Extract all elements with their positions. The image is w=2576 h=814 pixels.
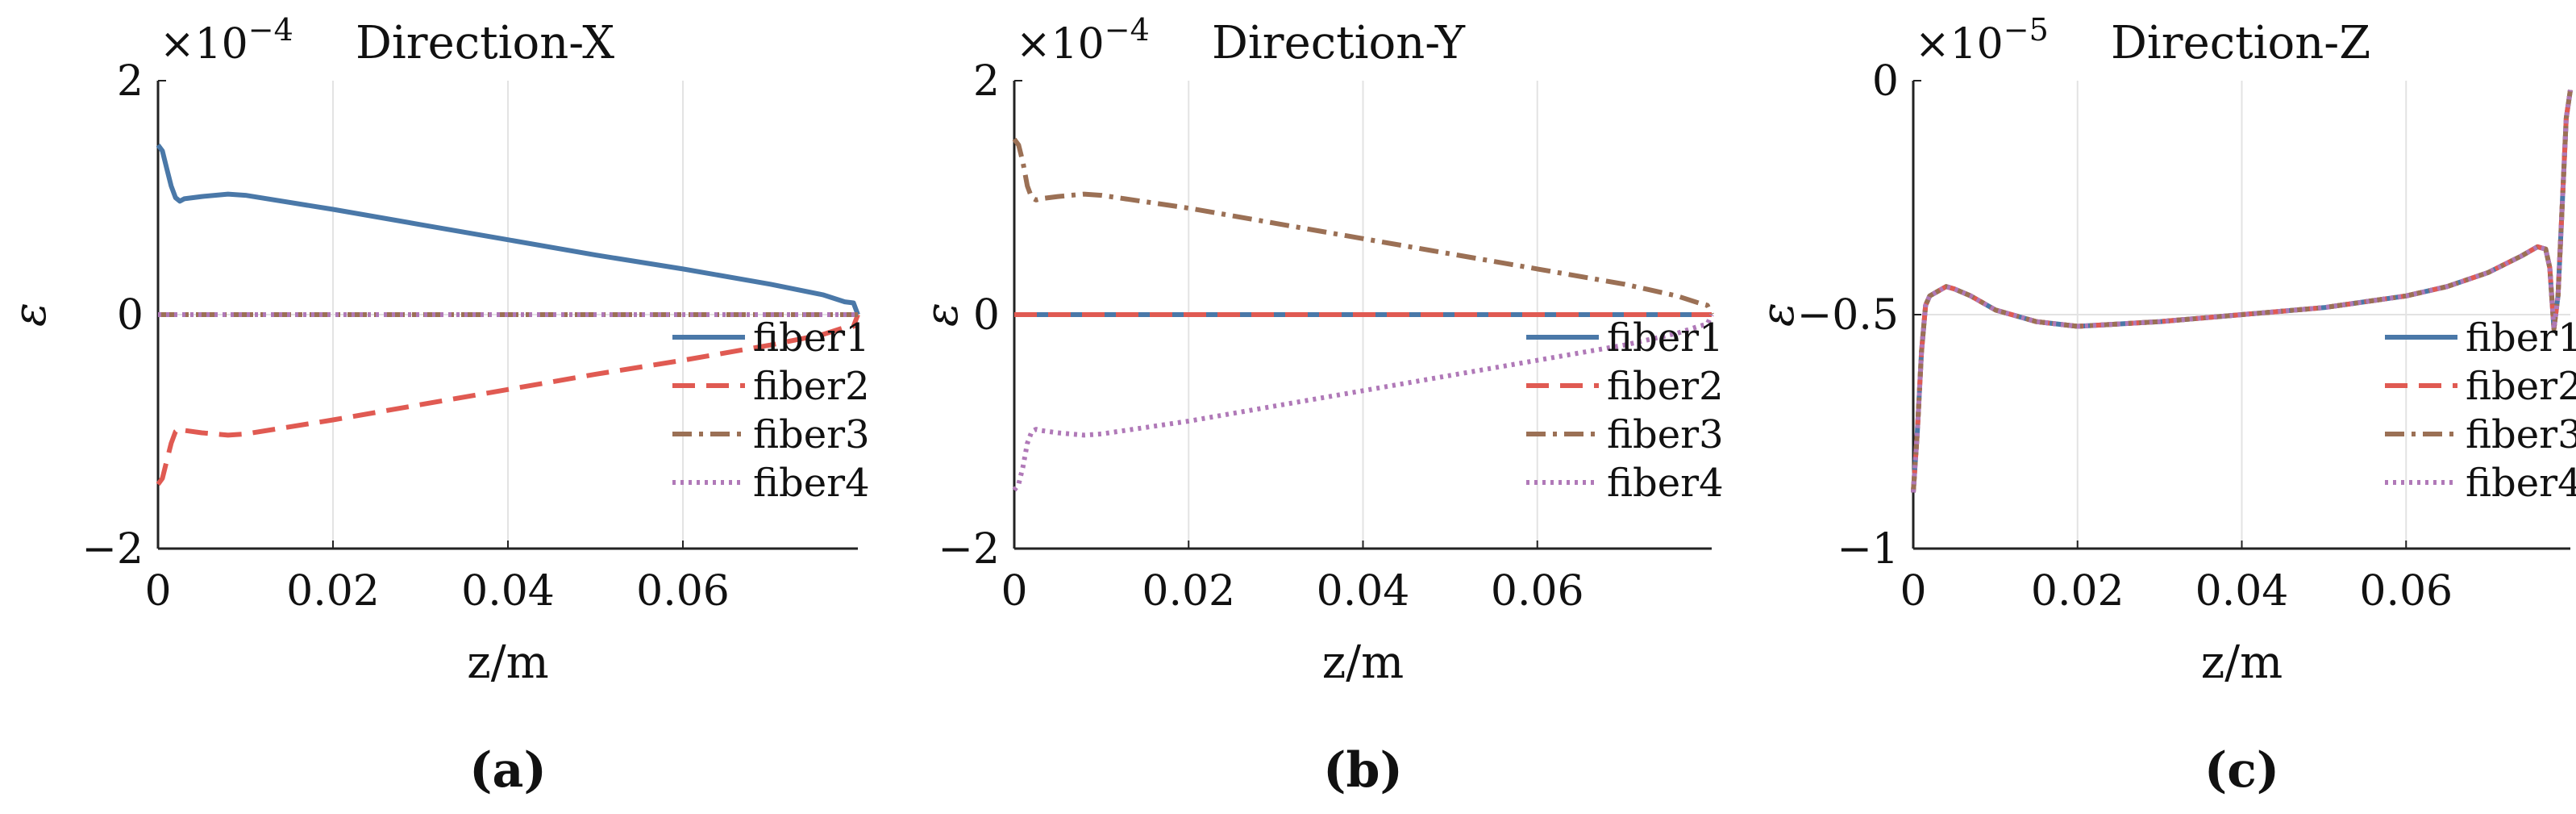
x-axis-label: z/m bbox=[467, 637, 548, 689]
axis-exponent: ×10−5 bbox=[1915, 12, 2049, 69]
panel-1: 0 0.02 0.04 0.06−202×10−4 Direction-Xz/mε(a)… bbox=[4, 12, 870, 799]
axis-exponent: ×10−4 bbox=[1016, 12, 1150, 69]
y-tick-label: −2 bbox=[81, 525, 144, 574]
legend-label-fiber4: fiber4 bbox=[753, 461, 870, 506]
y-tick-label: 0 bbox=[117, 291, 144, 340]
series-line-fiber3 bbox=[1012, 137, 1714, 316]
x-tick-label: 0.02 bbox=[2031, 567, 2124, 616]
panel-title: Direction-Y bbox=[1212, 17, 1466, 69]
y-axis-label: ε bbox=[1752, 303, 1804, 327]
x-tick-label: 0.06 bbox=[2359, 567, 2453, 616]
y-axis-label: ε bbox=[916, 303, 968, 327]
axis-exponent-power: −5 bbox=[2004, 12, 2049, 48]
x-tick-label: 0.06 bbox=[1491, 567, 1584, 616]
x-tick-label: 0.02 bbox=[1142, 567, 1235, 616]
panel-title: Direction-X bbox=[356, 17, 614, 69]
x-tick-label: 0.04 bbox=[461, 567, 555, 616]
x-tick-label: 0.04 bbox=[1317, 567, 1410, 616]
x-tick-label: 0 bbox=[144, 567, 171, 616]
y-tick-label: −1 bbox=[1837, 525, 1899, 574]
x-tick-label: 0.04 bbox=[2195, 567, 2289, 616]
y-tick-label: 0 bbox=[1872, 57, 1899, 106]
legend-label-fiber1: fiber1 bbox=[2466, 315, 2576, 361]
legend-label-fiber2: fiber2 bbox=[753, 364, 870, 409]
panel-caption: (a) bbox=[469, 742, 547, 799]
series-line-fiber1 bbox=[156, 144, 860, 316]
legend-label-fiber4: fiber4 bbox=[1607, 461, 1724, 506]
legend-label-fiber4: fiber4 bbox=[2466, 461, 2576, 506]
legend-label-fiber1: fiber1 bbox=[753, 315, 870, 361]
panel-2: 0 0.02 0.04 0.06−202×10−4 Direction-Yz/mε(b)… bbox=[916, 12, 1724, 799]
legend-label-fiber2: fiber2 bbox=[1607, 364, 1724, 409]
legend-label-fiber1: fiber1 bbox=[1607, 315, 1724, 361]
legend-label-fiber3: fiber3 bbox=[1607, 412, 1724, 457]
series-line-fiber2 bbox=[156, 313, 860, 486]
axis-exponent: ×10−4 bbox=[160, 12, 293, 69]
x-tick-label: 0.02 bbox=[286, 567, 380, 616]
legend-label-fiber2: fiber2 bbox=[2466, 364, 2576, 409]
axis-exponent-power: −4 bbox=[248, 12, 293, 48]
y-axis-label: ε bbox=[4, 303, 56, 327]
panel-3: 0 0.02 0.04 0.06 −1 −0.5 0 ×10−5 Direction-Z z/m ε… bbox=[1752, 12, 2576, 799]
panel-title: Direction-Z bbox=[2111, 17, 2370, 69]
y-tick-label: −2 bbox=[938, 525, 1000, 574]
x-axis-label: z/m bbox=[1322, 637, 1404, 689]
series-line-fiber4 bbox=[1012, 313, 1714, 492]
x-tick-label: 0 bbox=[1900, 567, 1926, 616]
y-tick-label: −0.5 bbox=[1797, 291, 1899, 340]
x-axis-label: z/m bbox=[2201, 637, 2283, 689]
panel-caption: (b) bbox=[1323, 742, 1403, 799]
panel-caption: (c) bbox=[2204, 742, 2279, 799]
legend-label-fiber3: fiber3 bbox=[2466, 412, 2576, 457]
y-tick-label: 2 bbox=[973, 57, 1000, 106]
axis-exponent-power: −4 bbox=[1105, 12, 1150, 48]
y-tick-label: 0 bbox=[973, 291, 1000, 340]
x-tick-label: 0.06 bbox=[636, 567, 730, 616]
legend-label-fiber3: fiber3 bbox=[753, 412, 870, 457]
series-line-fiber4 bbox=[1911, 90, 2573, 493]
y-tick-label: 2 bbox=[117, 57, 144, 106]
x-tick-label: 0 bbox=[1001, 567, 1027, 616]
